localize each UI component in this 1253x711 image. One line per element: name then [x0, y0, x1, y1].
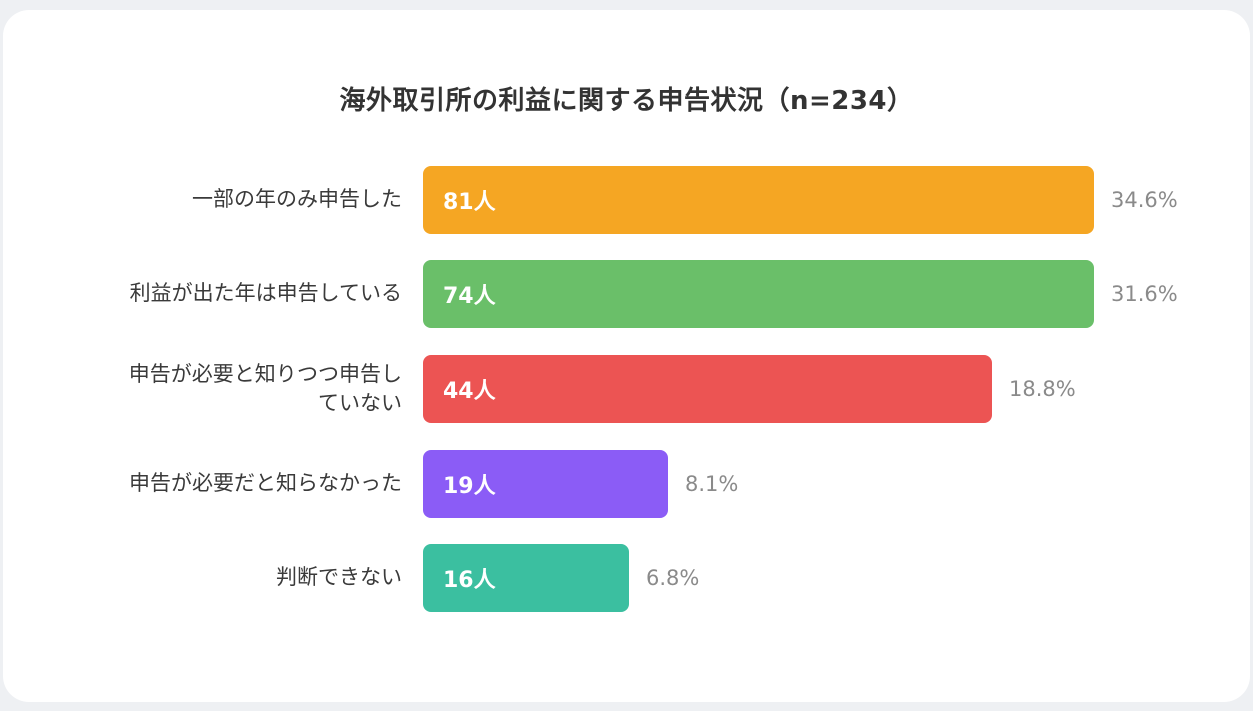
percentage-label: 34.6%: [1111, 188, 1178, 212]
bar-value-label: 81人: [443, 190, 496, 215]
bar-row: 判断できない 16人 6.8%: [0, 544, 1253, 612]
bar: 16人: [423, 544, 629, 612]
bar: 44人: [423, 355, 992, 423]
percentage-label: 31.6%: [1111, 282, 1178, 306]
category-label: 判断できない: [276, 565, 402, 590]
bar-row: 一部の年のみ申告した 81人 34.6%: [0, 166, 1253, 234]
bar-row: 申告が必要だと知らなかった 19人 8.1%: [0, 450, 1253, 518]
chart-title: 海外取引所の利益に関する申告状況（n=234）: [339, 86, 914, 116]
bar-row: 利益が出た年は申告している 74人 31.6%: [0, 260, 1253, 328]
percentage-label: 8.1%: [685, 472, 739, 496]
percentage-label: 18.8%: [1009, 377, 1076, 401]
bar-row: 申告が必要と知りつつ申告し ていない 44人 18.8%: [0, 355, 1253, 423]
category-label: 一部の年のみ申告した: [192, 187, 402, 212]
bar-value-label: 44人: [443, 379, 496, 404]
category-label: 申告が必要だと知らなかった: [129, 471, 402, 496]
bar-value-label: 19人: [443, 474, 496, 499]
percentage-label: 6.8%: [646, 566, 700, 590]
bar: 19人: [423, 450, 668, 518]
bar-value-label: 16人: [443, 568, 496, 593]
bar: 81人: [423, 166, 1094, 234]
bar-value-label: 74人: [443, 284, 496, 309]
bar: 74人: [423, 260, 1094, 328]
category-label: 利益が出た年は申告している: [129, 281, 402, 306]
category-label: 申告が必要と知りつつ申告し ていない: [128, 361, 402, 415]
